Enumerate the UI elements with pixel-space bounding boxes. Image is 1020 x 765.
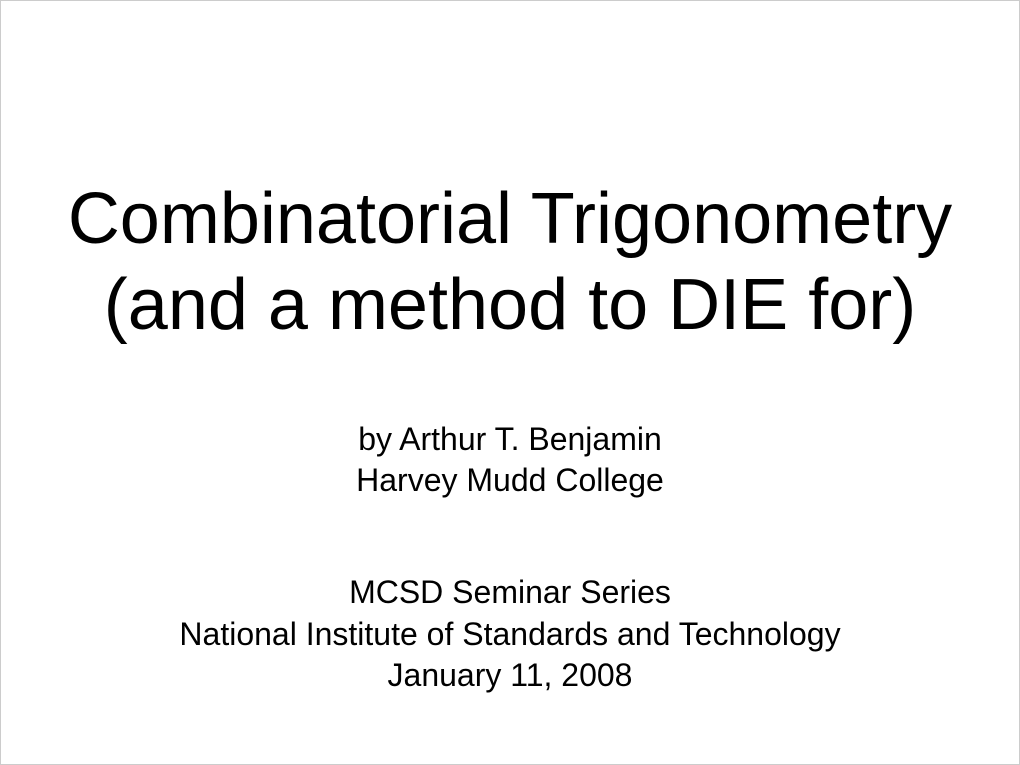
author-block: by Arthur T. Benjamin Harvey Mudd Colleg… <box>356 419 664 502</box>
institution: National Institute of Standards and Tech… <box>179 614 840 656</box>
slide-title: Combinatorial Trigonometry (and a method… <box>68 176 952 349</box>
seminar-series: MCSD Seminar Series <box>179 572 840 614</box>
author-affiliation: Harvey Mudd College <box>356 460 664 502</box>
author-name: by Arthur T. Benjamin <box>356 419 664 461</box>
venue-block: MCSD Seminar Series National Institute o… <box>179 572 840 697</box>
title-line-1: Combinatorial Trigonometry <box>68 176 952 262</box>
title-line-2: (and a method to DIE for) <box>68 262 952 348</box>
date: January 11, 2008 <box>179 655 840 697</box>
